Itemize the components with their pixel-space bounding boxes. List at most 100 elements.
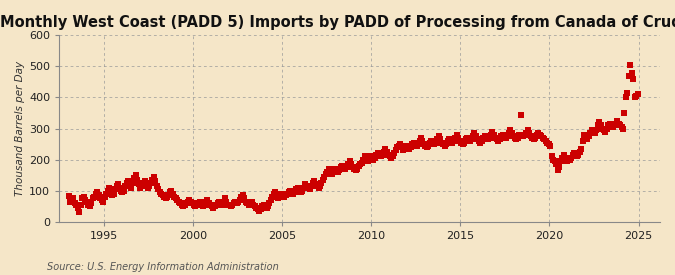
Point	[323, 167, 334, 171]
Point	[129, 176, 140, 180]
Point	[456, 140, 466, 145]
Point	[457, 142, 468, 146]
Point	[87, 196, 98, 201]
Point	[353, 164, 364, 168]
Point	[593, 123, 603, 128]
Point	[618, 126, 628, 131]
Point	[200, 199, 211, 204]
Point	[263, 204, 273, 208]
Point	[233, 199, 244, 204]
Point	[609, 123, 620, 128]
Point	[632, 92, 643, 97]
Y-axis label: Thousand Barrels per Day: Thousand Barrels per Day	[15, 61, 25, 196]
Point	[190, 204, 200, 208]
Point	[619, 111, 630, 115]
Point	[203, 201, 214, 205]
Point	[84, 204, 95, 208]
Point	[148, 174, 159, 179]
Point	[228, 201, 239, 205]
Point	[489, 133, 500, 137]
Point	[396, 145, 407, 149]
Point	[380, 147, 391, 151]
Point	[194, 199, 205, 204]
Point	[78, 195, 89, 200]
Point	[319, 174, 330, 179]
Point	[448, 139, 459, 143]
Point	[516, 133, 527, 137]
Point	[332, 170, 343, 174]
Point	[587, 128, 597, 132]
Point	[490, 136, 501, 140]
Point	[122, 181, 132, 185]
Point	[337, 164, 348, 168]
Point	[509, 136, 520, 140]
Point	[196, 202, 207, 207]
Point	[425, 140, 435, 145]
Point	[431, 140, 441, 145]
Point	[260, 204, 271, 208]
Point	[172, 198, 183, 202]
Point	[71, 202, 82, 207]
Point	[539, 137, 549, 142]
Point	[163, 193, 174, 197]
Point	[107, 193, 117, 197]
Point	[362, 159, 373, 163]
Point	[615, 123, 626, 128]
Point	[504, 131, 514, 135]
Point	[386, 156, 397, 160]
Point	[612, 119, 622, 123]
Point	[603, 123, 614, 128]
Point	[248, 202, 259, 207]
Point	[76, 202, 86, 207]
Point	[291, 187, 302, 191]
Point	[175, 201, 186, 205]
Point	[630, 95, 641, 100]
Point	[408, 140, 419, 145]
Point	[600, 130, 611, 134]
Point	[573, 153, 584, 157]
Point	[422, 145, 433, 149]
Point	[433, 134, 444, 139]
Point	[381, 150, 392, 154]
Point	[171, 196, 182, 201]
Point	[463, 137, 474, 142]
Point	[198, 202, 209, 207]
Point	[466, 137, 477, 142]
Point	[631, 94, 642, 98]
Point	[223, 202, 234, 207]
Point	[423, 144, 434, 148]
Point	[258, 202, 269, 207]
Point	[412, 142, 423, 146]
Point	[491, 137, 502, 142]
Point	[153, 187, 163, 191]
Point	[605, 123, 616, 128]
Point	[279, 195, 290, 199]
Point	[594, 120, 605, 125]
Point	[570, 153, 581, 157]
Point	[325, 168, 335, 173]
Point	[301, 184, 312, 188]
Point	[165, 190, 176, 194]
Point	[130, 173, 141, 177]
Point	[521, 131, 532, 135]
Point	[367, 156, 377, 160]
Point	[63, 194, 74, 199]
Point	[113, 182, 124, 187]
Point	[74, 210, 85, 214]
Point	[444, 137, 455, 142]
Point	[552, 168, 563, 173]
Point	[371, 153, 382, 157]
Point	[316, 181, 327, 185]
Point	[432, 137, 443, 142]
Point	[193, 201, 204, 205]
Point	[212, 201, 223, 205]
Point	[240, 199, 251, 204]
Point	[558, 153, 569, 157]
Point	[346, 162, 356, 166]
Point	[484, 136, 495, 140]
Point	[572, 154, 583, 159]
Point	[414, 139, 425, 143]
Point	[369, 156, 380, 160]
Point	[331, 168, 342, 173]
Point	[453, 136, 464, 140]
